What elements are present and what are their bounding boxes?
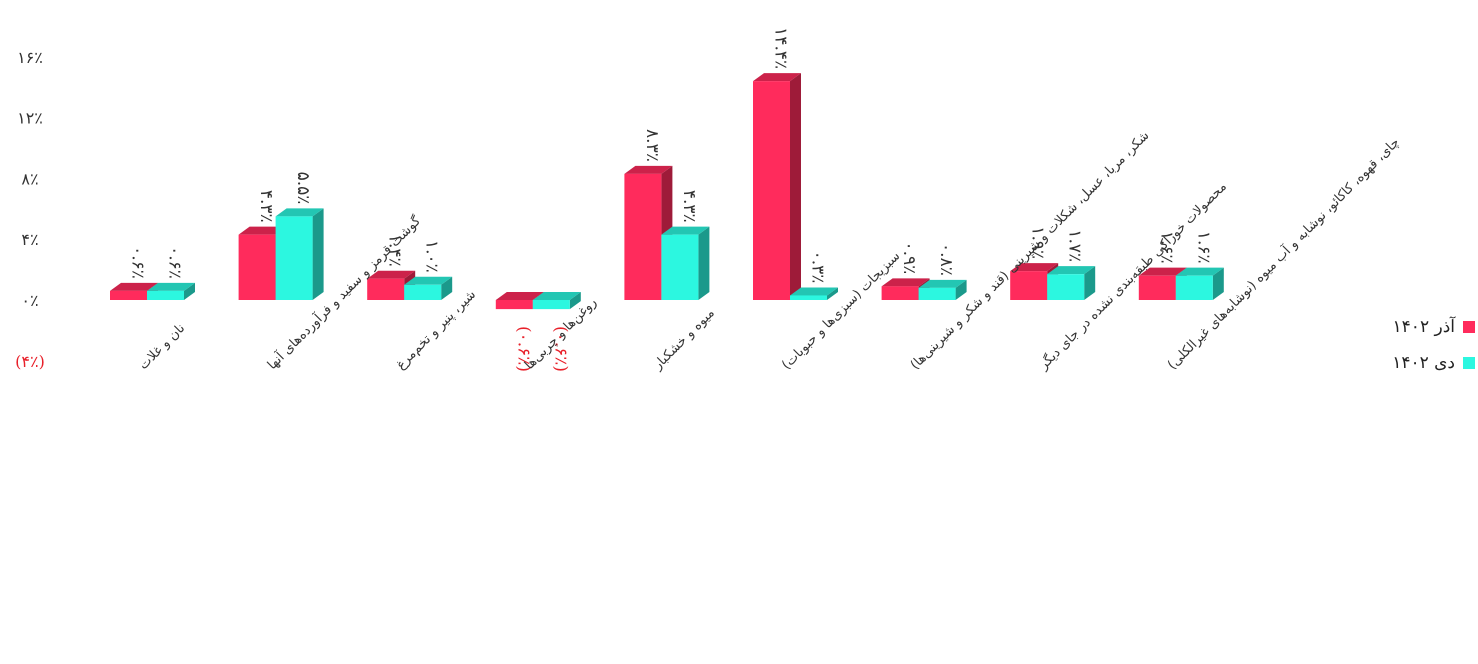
y-tick-label: ۰٪ bbox=[21, 291, 38, 310]
bar-top bbox=[1010, 263, 1059, 272]
bar-top bbox=[790, 287, 838, 296]
bar-azar bbox=[367, 278, 405, 300]
bar-azar bbox=[881, 286, 919, 300]
y-tick-label: ۱۲٪ bbox=[17, 109, 43, 128]
legend-item-azar: آذر ۱۴۰۲ bbox=[1355, 312, 1475, 342]
bar-top bbox=[110, 282, 158, 291]
bar-dey bbox=[532, 300, 570, 310]
data-label: ۴.۳٪ bbox=[256, 190, 276, 223]
bar-top bbox=[753, 73, 801, 82]
y-tick-label: ۱۶٪ bbox=[17, 48, 43, 67]
category-label: نان و غلات bbox=[136, 321, 188, 373]
bar-azar bbox=[624, 173, 662, 300]
bar-dey bbox=[790, 295, 827, 300]
bar-side bbox=[790, 73, 801, 301]
bar-top bbox=[881, 278, 930, 287]
bar-top bbox=[1138, 267, 1187, 276]
bar-top bbox=[367, 270, 416, 279]
bar-side bbox=[184, 282, 195, 300]
bar-top bbox=[1047, 266, 1096, 275]
data-label: (۰.۶٪) bbox=[513, 326, 533, 372]
bar-side bbox=[441, 276, 453, 300]
bar-top bbox=[1175, 267, 1224, 276]
bar-top bbox=[147, 282, 195, 291]
legend-label-dey: دی ۱۴۰۲ bbox=[1392, 353, 1455, 373]
data-label: ۸.۳٪ bbox=[642, 129, 662, 162]
bar-azar bbox=[110, 290, 147, 300]
data-label: (۰.۶٪) bbox=[550, 326, 570, 372]
bar-side bbox=[955, 279, 967, 300]
bar-dey bbox=[147, 290, 184, 300]
bar-dey bbox=[661, 234, 699, 300]
bar-side bbox=[698, 226, 710, 300]
data-label: ۱.۹٪ bbox=[1028, 226, 1048, 259]
data-label: ۱.۴٪ bbox=[385, 234, 405, 267]
bar-top bbox=[532, 292, 581, 300]
data-label: ۰.۶٪ bbox=[128, 246, 148, 279]
data-label: ۱.۶٪ bbox=[1193, 231, 1213, 264]
bar-dey bbox=[404, 284, 442, 300]
bar-side bbox=[1084, 266, 1096, 300]
bar-top bbox=[404, 276, 453, 285]
y-tick-label: ۸٪ bbox=[21, 169, 38, 188]
data-label: ۰.۹٪ bbox=[899, 242, 919, 275]
bar-dey bbox=[1175, 275, 1213, 300]
bar-azar bbox=[238, 234, 276, 300]
legend: آذر ۱۴۰۲ دی ۱۴۰۲ bbox=[1355, 312, 1475, 384]
data-label: ۰.۶٪ bbox=[165, 246, 185, 279]
bar-dey bbox=[918, 287, 956, 300]
category-label: شیر، پنیر و تخم‌مرغ bbox=[393, 287, 479, 373]
bar-side bbox=[827, 287, 838, 300]
bar-dey bbox=[1047, 274, 1085, 300]
bar-azar bbox=[1138, 275, 1176, 300]
y-tick-label: (۴٪) bbox=[15, 352, 45, 371]
bar-azar bbox=[495, 300, 533, 310]
data-label: ۵.۵٪ bbox=[293, 172, 313, 205]
bar-top bbox=[275, 208, 324, 217]
bar-azar bbox=[1010, 271, 1048, 300]
bar-side bbox=[312, 208, 324, 300]
category-label: میوه و خشکبار bbox=[650, 306, 718, 374]
legend-label-azar: آذر ۱۴۰۲ bbox=[1392, 317, 1455, 337]
bar-top bbox=[624, 165, 673, 174]
data-label: ۰.۸٪ bbox=[936, 243, 956, 276]
data-label: ۴.۳٪ bbox=[679, 190, 699, 223]
bar-side bbox=[569, 292, 581, 310]
bar-top bbox=[661, 226, 710, 235]
bar-top bbox=[238, 226, 287, 235]
data-label: ۱.۰٪ bbox=[422, 240, 442, 273]
bar-azar bbox=[753, 81, 790, 301]
bar-top bbox=[495, 292, 544, 300]
legend-item-dey: دی ۱۴۰۲ bbox=[1355, 348, 1475, 378]
data-label: ۱.۷٪ bbox=[1065, 229, 1085, 262]
data-label: ۱۴.۴٪ bbox=[771, 27, 791, 69]
data-label: ۱.۶٪ bbox=[1156, 231, 1176, 264]
bar-dey bbox=[275, 216, 313, 300]
bar-top bbox=[918, 279, 967, 288]
legend-swatch-azar bbox=[1463, 321, 1475, 333]
y-tick-label: ۴٪ bbox=[21, 230, 38, 249]
legend-swatch-dey bbox=[1463, 357, 1475, 369]
data-label: ۰.۳٪ bbox=[808, 251, 828, 284]
bar-side bbox=[1212, 267, 1224, 300]
